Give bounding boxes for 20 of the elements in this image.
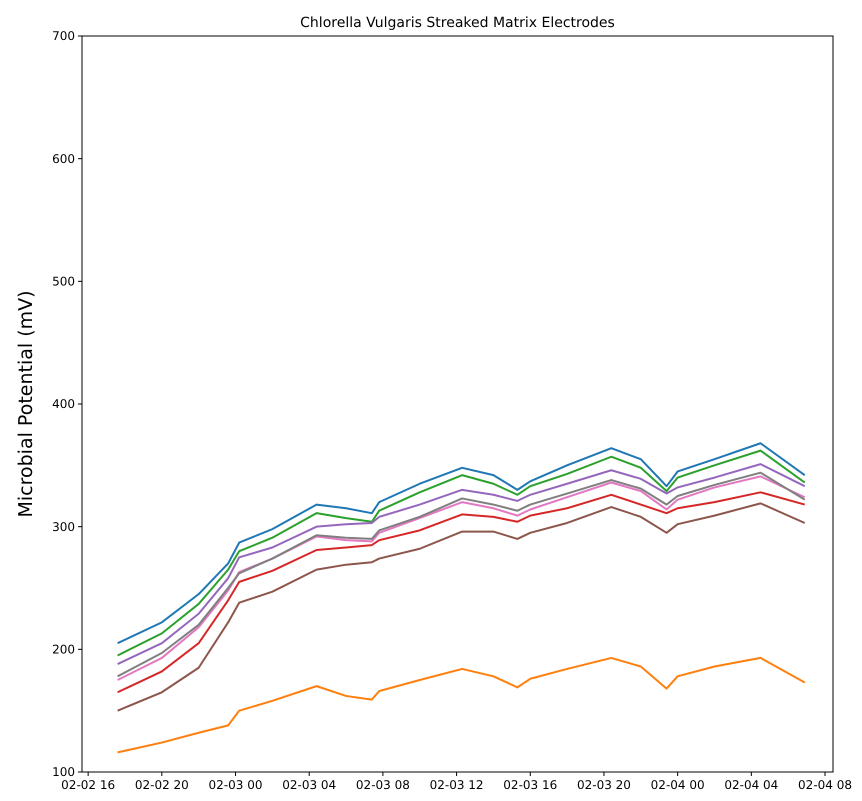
y-tick-label: 200 bbox=[52, 642, 75, 657]
y-tick-label: 600 bbox=[52, 152, 75, 166]
x-tick-label: 02-03 12 bbox=[430, 778, 484, 792]
y-tick-label: 300 bbox=[52, 520, 75, 534]
x-tick-label: 02-02 16 bbox=[61, 778, 116, 792]
y-tick-label: 700 bbox=[52, 29, 75, 44]
x-tick-label: 02-03 00 bbox=[208, 778, 262, 792]
chart-title: Chlorella Vulgaris Streaked Matrix Electrodes bbox=[300, 15, 615, 31]
y-tick-label: 500 bbox=[52, 274, 75, 289]
x-tick-label: 02-03 16 bbox=[503, 778, 558, 792]
x-tick-label: 02-04 04 bbox=[724, 778, 778, 792]
y-axis-title: Microbial Potential (mV) bbox=[15, 290, 37, 518]
x-tick-label: 02-03 04 bbox=[282, 778, 336, 792]
x-tick-label: 02-04 00 bbox=[650, 778, 705, 792]
y-tick-label: 100 bbox=[52, 765, 75, 780]
y-tick-label: 400 bbox=[52, 397, 75, 412]
x-tick-label: 02-02 20 bbox=[134, 778, 189, 792]
x-tick-label: 02-03 20 bbox=[576, 778, 631, 792]
x-tick-label: 02-03 08 bbox=[356, 778, 410, 792]
x-tick-label: 02-04 08 bbox=[798, 778, 852, 792]
